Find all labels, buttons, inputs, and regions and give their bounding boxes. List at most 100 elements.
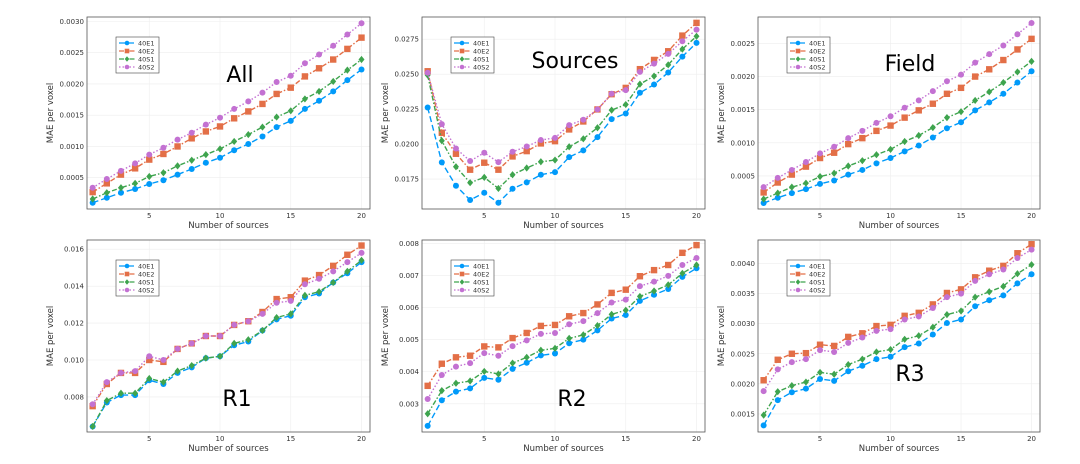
data-point-diamond: [580, 331, 587, 339]
data-point-circle: [552, 329, 559, 336]
data-point-square: [802, 349, 810, 357]
series-line: [427, 264, 697, 415]
data-point-square: [1000, 56, 1007, 64]
data-point-circle: [986, 297, 993, 304]
data-point-square: [131, 165, 139, 172]
data-point-circle: [174, 345, 181, 352]
data-point-square: [679, 249, 686, 257]
data-point-square: [986, 267, 993, 274]
data-point-diamond: [929, 323, 936, 331]
data-point-circle: [636, 68, 643, 75]
data-point-circle: [103, 194, 110, 201]
data-point-circle: [845, 135, 852, 142]
data-point-circle: [760, 184, 767, 191]
data-point-diamond: [188, 361, 195, 370]
data-point-diamond: [273, 113, 280, 121]
x-tick-label: 10: [551, 435, 560, 443]
data-point-circle: [845, 368, 852, 375]
data-point-circle: [459, 287, 465, 293]
data-point-diamond: [788, 382, 795, 390]
data-point-diamond: [231, 339, 238, 347]
data-point-circle: [901, 104, 908, 111]
data-point-circle: [1014, 280, 1021, 287]
y-tick-label: 0.0250: [395, 71, 420, 79]
data-point-square: [301, 73, 309, 80]
data-point-circle: [873, 327, 880, 334]
data-point-square: [117, 171, 125, 178]
data-point-diamond: [972, 293, 979, 301]
y-tick-label: 0.0175: [395, 176, 420, 184]
data-point-circle: [622, 296, 629, 303]
data-point-diamond: [1000, 78, 1007, 87]
series-40e1: [424, 265, 700, 429]
data-point-circle: [887, 353, 894, 360]
data-point-circle: [958, 71, 965, 78]
panel-title: R2: [557, 387, 586, 412]
data-point-circle: [217, 333, 224, 339]
data-point-circle: [438, 121, 445, 128]
data-point-square: [523, 147, 530, 155]
data-point-diamond: [330, 77, 337, 86]
data-point-circle: [523, 359, 530, 366]
data-point-square: [580, 309, 587, 317]
data-point-circle: [901, 316, 908, 323]
data-point-diamond: [831, 169, 838, 177]
data-point-diamond: [795, 279, 801, 285]
data-point-diamond: [117, 389, 124, 397]
data-point-circle: [552, 350, 559, 357]
data-point-circle: [124, 64, 130, 70]
y-tick-label: 0.008: [64, 393, 84, 401]
series-line: [763, 60, 1032, 200]
data-point-circle: [217, 154, 224, 161]
data-point-square: [287, 294, 294, 301]
data-point-square: [859, 134, 866, 142]
data-point-square: [124, 271, 130, 277]
data-point-circle: [146, 180, 153, 187]
data-point-square: [802, 163, 810, 170]
data-point-circle: [566, 122, 573, 129]
data-point-circle: [1000, 266, 1007, 273]
data-point-circle: [467, 158, 474, 165]
data-point-circle: [972, 277, 979, 284]
data-point-square: [301, 277, 309, 284]
data-point-square: [202, 128, 210, 135]
data-point-diamond: [831, 370, 838, 378]
data-point-circle: [915, 340, 922, 347]
data-point-circle: [929, 88, 936, 95]
data-point-circle: [665, 50, 672, 57]
data-point-square: [466, 166, 474, 173]
data-point-square: [438, 360, 446, 367]
data-point-circle: [1028, 271, 1035, 278]
data-point-circle: [943, 78, 950, 85]
data-point-circle: [943, 294, 950, 301]
data-point-diamond: [929, 123, 936, 132]
data-point-circle: [774, 397, 781, 404]
data-point-circle: [89, 401, 96, 408]
y-tick-label: 0.0035: [731, 290, 756, 298]
series-40s2: [760, 246, 1035, 395]
x-tick-label: 15: [286, 435, 295, 443]
data-point-square: [915, 309, 922, 317]
data-point-circle: [537, 137, 544, 144]
data-point-circle: [344, 77, 351, 84]
x-tick-label: 5: [482, 212, 486, 220]
legend-label: 40S1: [138, 55, 155, 63]
data-point-square: [816, 154, 824, 162]
data-point-circle: [245, 140, 252, 147]
series-40s2: [424, 254, 700, 402]
data-point-circle: [986, 99, 993, 106]
data-point-square: [901, 312, 908, 320]
y-tick-label: 0.0025: [60, 49, 85, 57]
data-point-square: [330, 56, 337, 63]
data-point-diamond: [679, 45, 686, 53]
data-point-diamond: [146, 374, 153, 383]
data-point-diamond: [552, 344, 559, 352]
data-point-diamond: [943, 311, 950, 319]
data-point-circle: [651, 81, 658, 88]
data-point-square: [509, 153, 516, 160]
data-point-square: [887, 321, 894, 329]
data-point-circle: [523, 337, 530, 344]
data-point-square: [760, 189, 767, 196]
data-point-circle: [495, 352, 502, 359]
